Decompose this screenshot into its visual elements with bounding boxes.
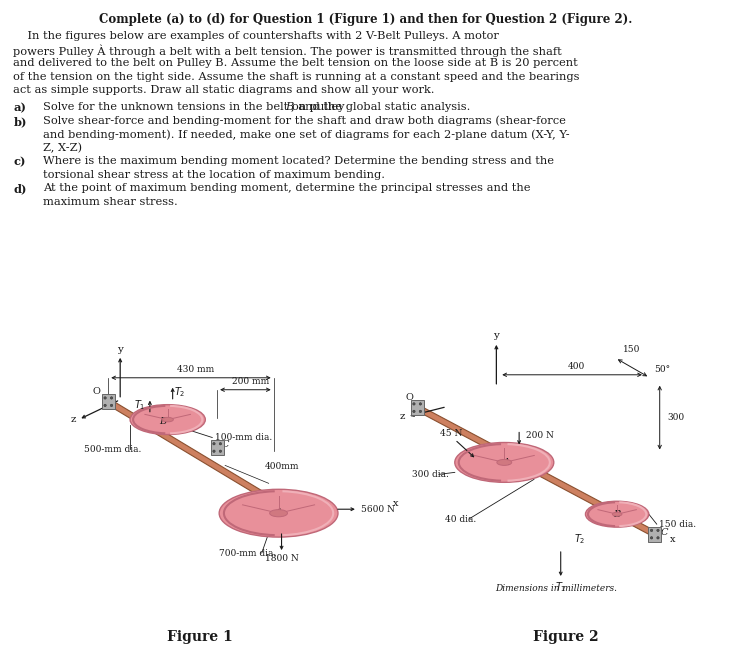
Ellipse shape	[130, 405, 206, 434]
Text: B: B	[159, 417, 167, 426]
Circle shape	[419, 403, 422, 405]
Circle shape	[213, 450, 215, 452]
Text: a): a)	[13, 102, 27, 113]
Ellipse shape	[585, 501, 649, 527]
Circle shape	[657, 529, 659, 532]
Text: C: C	[221, 440, 229, 449]
Text: torsional shear stress at the location of maximum bending.: torsional shear stress at the location o…	[43, 170, 385, 180]
Circle shape	[104, 396, 106, 399]
Text: x: x	[392, 499, 398, 508]
Circle shape	[413, 410, 415, 413]
Text: c): c)	[13, 156, 26, 167]
FancyBboxPatch shape	[211, 440, 223, 455]
Text: A: A	[503, 458, 510, 467]
Text: y: y	[494, 331, 499, 340]
Text: and bending-moment). If needed, make one set of diagrams for each 2-plane datum : and bending-moment). If needed, make one…	[43, 130, 570, 140]
Text: powers Pulley À through a belt with a belt tension. The power is transmitted thr: powers Pulley À through a belt with a be…	[13, 45, 562, 57]
Text: Solve shear-force and bending-moment for the shaft and draw both diagrams (shear: Solve shear-force and bending-moment for…	[43, 116, 566, 126]
Text: A: A	[275, 508, 282, 518]
Text: maximum shear stress.: maximum shear stress.	[43, 197, 178, 206]
Circle shape	[650, 536, 653, 539]
FancyBboxPatch shape	[102, 395, 115, 409]
Text: $T_1$: $T_1$	[134, 398, 146, 411]
Text: C: C	[661, 527, 668, 536]
Text: B: B	[614, 510, 621, 519]
Text: 50°: 50°	[654, 365, 671, 374]
Text: $T_1$: $T_1$	[555, 580, 567, 594]
Text: $T_2$: $T_2$	[174, 385, 185, 398]
FancyBboxPatch shape	[649, 527, 661, 542]
Text: 300: 300	[668, 413, 685, 422]
Text: Figure 1: Figure 1	[167, 630, 232, 644]
Text: 500-mm dia.: 500-mm dia.	[83, 445, 141, 454]
Text: z: z	[399, 412, 405, 421]
Text: 200 mm: 200 mm	[231, 378, 269, 386]
Circle shape	[419, 410, 422, 413]
Text: 100-mm dia.: 100-mm dia.	[215, 433, 273, 442]
Text: and delivered to the belt on Pulley B. Assume the belt tension on the loose side: and delivered to the belt on Pulley B. A…	[13, 58, 578, 68]
Text: 300 dia.: 300 dia.	[412, 470, 449, 479]
Text: z: z	[71, 415, 77, 424]
Circle shape	[219, 450, 222, 452]
Text: Complete (a) to (d) for Question 1 (Figure 1) and then for Question 2 (Figure 2): Complete (a) to (d) for Question 1 (Figu…	[99, 13, 632, 26]
Text: 40 dia.: 40 dia.	[445, 515, 476, 523]
Circle shape	[657, 536, 659, 539]
Text: Where is the maximum bending moment located? Determine the bending stress and th: Where is the maximum bending moment loca…	[43, 156, 554, 166]
Text: 150: 150	[624, 346, 640, 354]
Text: 700-mm dia.: 700-mm dia.	[219, 549, 276, 557]
Text: Figure 2: Figure 2	[533, 630, 598, 644]
Circle shape	[111, 404, 113, 407]
Text: O: O	[405, 393, 413, 402]
Text: y: y	[117, 346, 123, 354]
Text: 1800 N: 1800 N	[265, 555, 298, 564]
Polygon shape	[416, 405, 656, 536]
Text: 5600 N: 5600 N	[360, 505, 394, 514]
Text: 400mm: 400mm	[265, 462, 300, 471]
Ellipse shape	[219, 490, 338, 537]
Ellipse shape	[612, 512, 622, 516]
Circle shape	[111, 396, 113, 399]
Text: Dimensions in millimeters.: Dimensions in millimeters.	[495, 585, 617, 593]
Text: Z, X-Z): Z, X-Z)	[43, 143, 82, 153]
Text: b): b)	[13, 116, 27, 127]
Text: 430 mm: 430 mm	[178, 365, 214, 374]
Text: 400: 400	[568, 363, 585, 371]
Text: Solve for the unknown tensions in the belt on pulley: Solve for the unknown tensions in the be…	[43, 102, 348, 113]
Text: x: x	[670, 534, 675, 544]
Circle shape	[219, 443, 222, 445]
Ellipse shape	[162, 417, 173, 422]
Text: B: B	[285, 102, 294, 113]
Ellipse shape	[455, 443, 553, 482]
Text: of the tension on the tight side. Assume the shaft is running at a constant spee: of the tension on the tight side. Assume…	[13, 72, 580, 81]
Circle shape	[213, 443, 215, 445]
Text: 150 dia.: 150 dia.	[659, 519, 696, 529]
Polygon shape	[107, 399, 275, 504]
Text: , and the global static analysis.: , and the global static analysis.	[291, 102, 470, 113]
Ellipse shape	[270, 510, 287, 517]
Circle shape	[650, 529, 653, 532]
Text: act as simple supports. Draw all static diagrams and show all your work.: act as simple supports. Draw all static …	[13, 85, 435, 95]
Ellipse shape	[497, 460, 511, 465]
Text: O: O	[92, 387, 100, 396]
Text: 45 N: 45 N	[440, 429, 462, 438]
Text: d): d)	[13, 183, 27, 194]
Text: At the point of maximum bending moment, determine the principal stresses and the: At the point of maximum bending moment, …	[43, 183, 531, 193]
Text: $T_2$: $T_2$	[574, 532, 585, 546]
Text: 200 N: 200 N	[526, 431, 554, 440]
Circle shape	[104, 404, 106, 407]
Text: In the figures below are examples of countershafts with 2 V-Belt Pulleys. A moto: In the figures below are examples of cou…	[13, 31, 499, 41]
Circle shape	[413, 403, 415, 405]
FancyBboxPatch shape	[411, 400, 424, 415]
